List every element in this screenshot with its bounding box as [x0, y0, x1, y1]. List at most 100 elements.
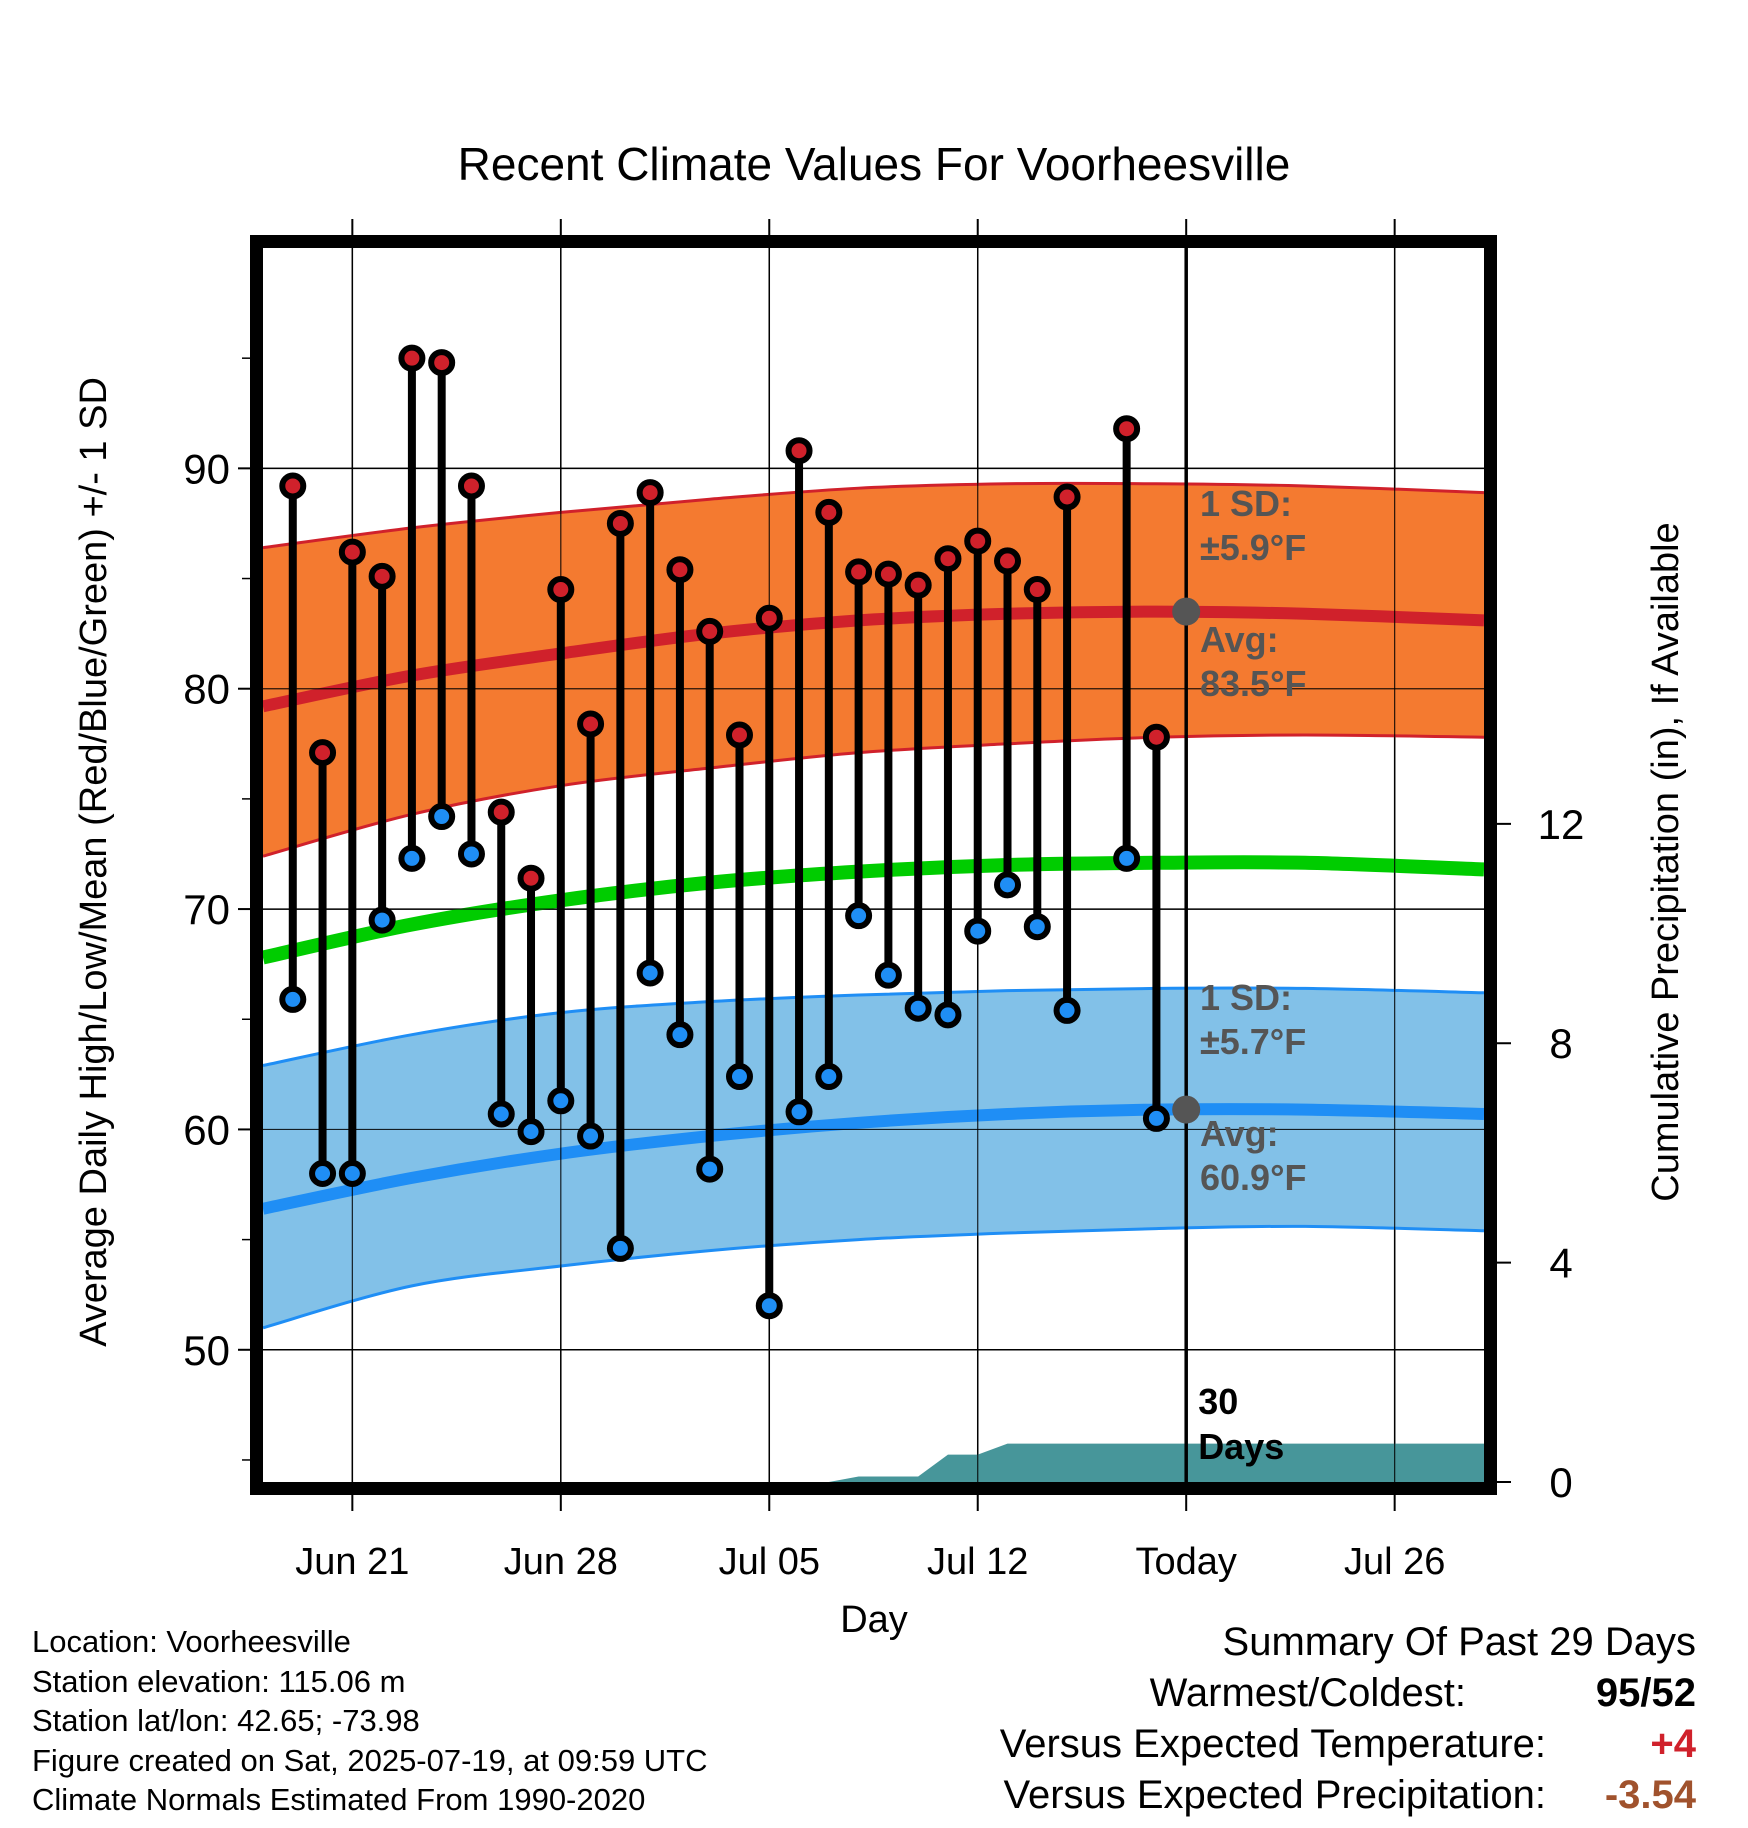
- normal-bands: [261, 481, 1485, 1330]
- temp-label: Versus Expected Temperature:: [999, 1722, 1546, 1766]
- plot-frame: [250, 235, 1497, 1495]
- elevation-text: Station elevation: 115.06 m: [32, 1663, 406, 1699]
- y-axis-label: Average Daily High/Low/Mean (Red/Blue/Gr…: [73, 377, 115, 1347]
- x-tick-label: Jul 05: [719, 1541, 820, 1583]
- x-tick-label: Jul 26: [1344, 1541, 1445, 1583]
- daily-high-point: [577, 710, 605, 738]
- daily-high-point: [1053, 483, 1081, 511]
- x-tick-label: Jul 12: [927, 1541, 1028, 1583]
- high-avg-title: Avg:: [1200, 619, 1279, 660]
- summary-title: Summary Of Past 29 Days: [1222, 1620, 1696, 1664]
- axes: 50 60 70 80 90 0 4 8 12 Jun 21 Jun 28 Jul 05 Jul 12 T…: [183, 219, 1584, 1583]
- daily-high-point: [309, 739, 337, 767]
- daily-low-point: [725, 1063, 753, 1091]
- daily-high-point: [1113, 415, 1141, 443]
- daily-high-point: [994, 547, 1022, 575]
- daily-low-point: [457, 840, 485, 868]
- y2-tick-label: 4: [1549, 1240, 1572, 1287]
- daily-high-point: [755, 604, 783, 632]
- high-avg-value: 83.5°F: [1200, 663, 1306, 704]
- y2-axis-label: Cumulative Precipitation (in), If Availa…: [1645, 522, 1687, 1201]
- y2-tick-label: 12: [1538, 801, 1585, 848]
- daily-low-point: [309, 1160, 337, 1187]
- today-days-count: 30: [1198, 1381, 1238, 1422]
- latlon-text: Station lat/lon: 42.65; -73.98: [32, 1703, 420, 1738]
- high-sd-band: [263, 483, 1484, 857]
- temp-row: Versus Expected Temperature: +4: [796, 1722, 1696, 1773]
- warm-cold-value: 95/52: [1595, 1671, 1696, 1715]
- chart-title: Recent Climate Values For Voorheesville: [458, 138, 1291, 190]
- low-sd-upper-line: [262, 986, 1485, 1067]
- daily-high-point: [368, 562, 396, 590]
- x-tick-label: Jun 21: [295, 1541, 409, 1583]
- mean-normal-line: [261, 855, 1485, 965]
- x-axis-label: Day: [840, 1599, 908, 1641]
- daily-low-point: [428, 803, 456, 831]
- daily-high-point: [338, 538, 366, 566]
- y-tick-label: 60: [183, 1106, 230, 1153]
- daily-low-point: [398, 844, 426, 872]
- summary-title-row: Summary Of Past 29 Days: [796, 1620, 1696, 1671]
- daily-high-point: [666, 556, 694, 584]
- daily-observations: [279, 344, 1170, 1320]
- daily-high-point: [874, 560, 902, 588]
- y2-tick-label: 8: [1549, 1020, 1572, 1067]
- daily-high-point: [398, 344, 426, 372]
- high-sd-title: 1 SD:: [1200, 483, 1292, 524]
- low-sd-title: 1 SD:: [1200, 977, 1292, 1018]
- daily-high-point: [547, 576, 575, 604]
- daily-high-point: [428, 349, 456, 377]
- today-days-label: Days: [1198, 1426, 1284, 1467]
- daily-low-point: [1023, 913, 1051, 941]
- low-avg-title: Avg:: [1200, 1113, 1279, 1154]
- daily-low-point: [964, 917, 992, 945]
- high-sd-value: ±5.9°F: [1200, 527, 1306, 568]
- daily-low-point: [845, 902, 873, 930]
- high-sd-upper-line: [262, 481, 1485, 550]
- y-tick-label: 90: [183, 445, 230, 492]
- daily-high-point: [964, 527, 992, 555]
- today-low-avg-dot: [1172, 1095, 1201, 1124]
- x-tick-label: Today: [1135, 1541, 1236, 1583]
- y-tick-label: 50: [183, 1327, 230, 1374]
- daily-low-point: [368, 906, 396, 934]
- daily-low-point: [755, 1292, 783, 1320]
- created-text: Figure created on Sat, 2025-07-19, at 09…: [32, 1742, 708, 1778]
- low-normal-line: [261, 1103, 1485, 1215]
- daily-high-point: [457, 472, 485, 500]
- low-sd-band: [263, 987, 1484, 1328]
- daily-high-point: [636, 479, 664, 507]
- daily-low-point: [904, 994, 932, 1022]
- temp-value: +4: [1650, 1722, 1696, 1766]
- daily-low-point: [696, 1155, 724, 1183]
- daily-low-point: [338, 1160, 366, 1187]
- daily-high-point: [517, 864, 545, 892]
- daily-high-point: [606, 509, 634, 537]
- daily-high-point: [904, 571, 932, 599]
- warm-cold-row: Warmest/Coldest: 95/52: [796, 1671, 1696, 1722]
- station-info: Location: Voorheesville Station elevatio…: [32, 1622, 708, 1820]
- low-sd-value: ±5.7°F: [1200, 1021, 1306, 1062]
- daily-low-point: [1113, 844, 1141, 872]
- low-sd-lower-line: [262, 1224, 1485, 1330]
- daily-high-point: [785, 437, 813, 465]
- x-tick-label: Jun 28: [504, 1541, 618, 1583]
- location-text: Location: Voorheesville: [32, 1624, 351, 1659]
- daily-low-point: [547, 1087, 575, 1115]
- daily-low-point: [785, 1098, 813, 1126]
- normals-text: Climate Normals Estimated From 1990-2020: [32, 1782, 646, 1817]
- daily-low-point: [666, 1021, 694, 1049]
- y-tick-label: 80: [183, 666, 230, 713]
- precipitation-area: [828, 1443, 1484, 1482]
- daily-low-point: [636, 959, 664, 987]
- daily-high-point: [725, 721, 753, 749]
- daily-high-point: [1023, 576, 1051, 604]
- daily-low-point: [606, 1234, 634, 1262]
- plot-border: [250, 235, 1497, 1495]
- precip-label: Versus Expected Precipitation:: [1003, 1773, 1546, 1817]
- daily-low-point: [1053, 996, 1081, 1024]
- precip-fill: [828, 1443, 1484, 1482]
